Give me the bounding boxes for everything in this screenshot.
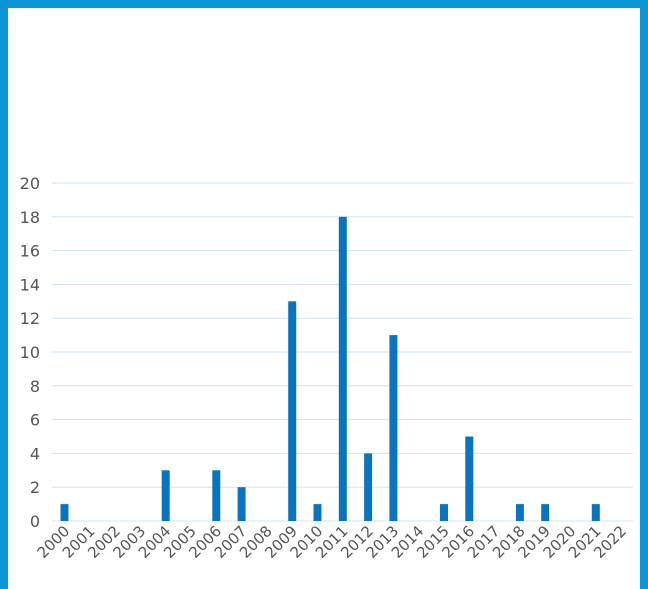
bar <box>60 504 69 521</box>
bar <box>389 335 398 521</box>
y-tick-label: 4 <box>30 444 40 463</box>
y-tick-label: 8 <box>30 377 40 396</box>
bar <box>313 504 322 521</box>
x-axis-ticks: 2000200120022003200420052006200720082009… <box>34 522 630 562</box>
y-tick-label: 2 <box>30 478 40 497</box>
y-tick-label: 20 <box>20 174 40 193</box>
bar <box>338 216 347 522</box>
bar <box>591 504 600 521</box>
y-tick-label: 16 <box>20 242 40 261</box>
bar <box>237 487 246 521</box>
bar <box>541 504 550 521</box>
bar <box>364 453 373 521</box>
bar <box>465 436 474 521</box>
bar <box>288 301 297 521</box>
bar <box>212 470 221 521</box>
y-tick-label: 12 <box>20 309 40 328</box>
y-tick-label: 10 <box>20 343 40 362</box>
bar <box>440 504 448 521</box>
bar <box>515 504 524 521</box>
y-axis-ticks: 0 2 4 6 8 10 12 14 16 18 20 <box>20 174 40 531</box>
y-tick-label: 0 <box>30 512 40 531</box>
bars <box>60 216 600 522</box>
y-tick-label: 6 <box>30 411 40 430</box>
y-tick-label: 18 <box>20 208 40 227</box>
bar <box>161 470 170 521</box>
y-tick-label: 14 <box>20 275 40 294</box>
